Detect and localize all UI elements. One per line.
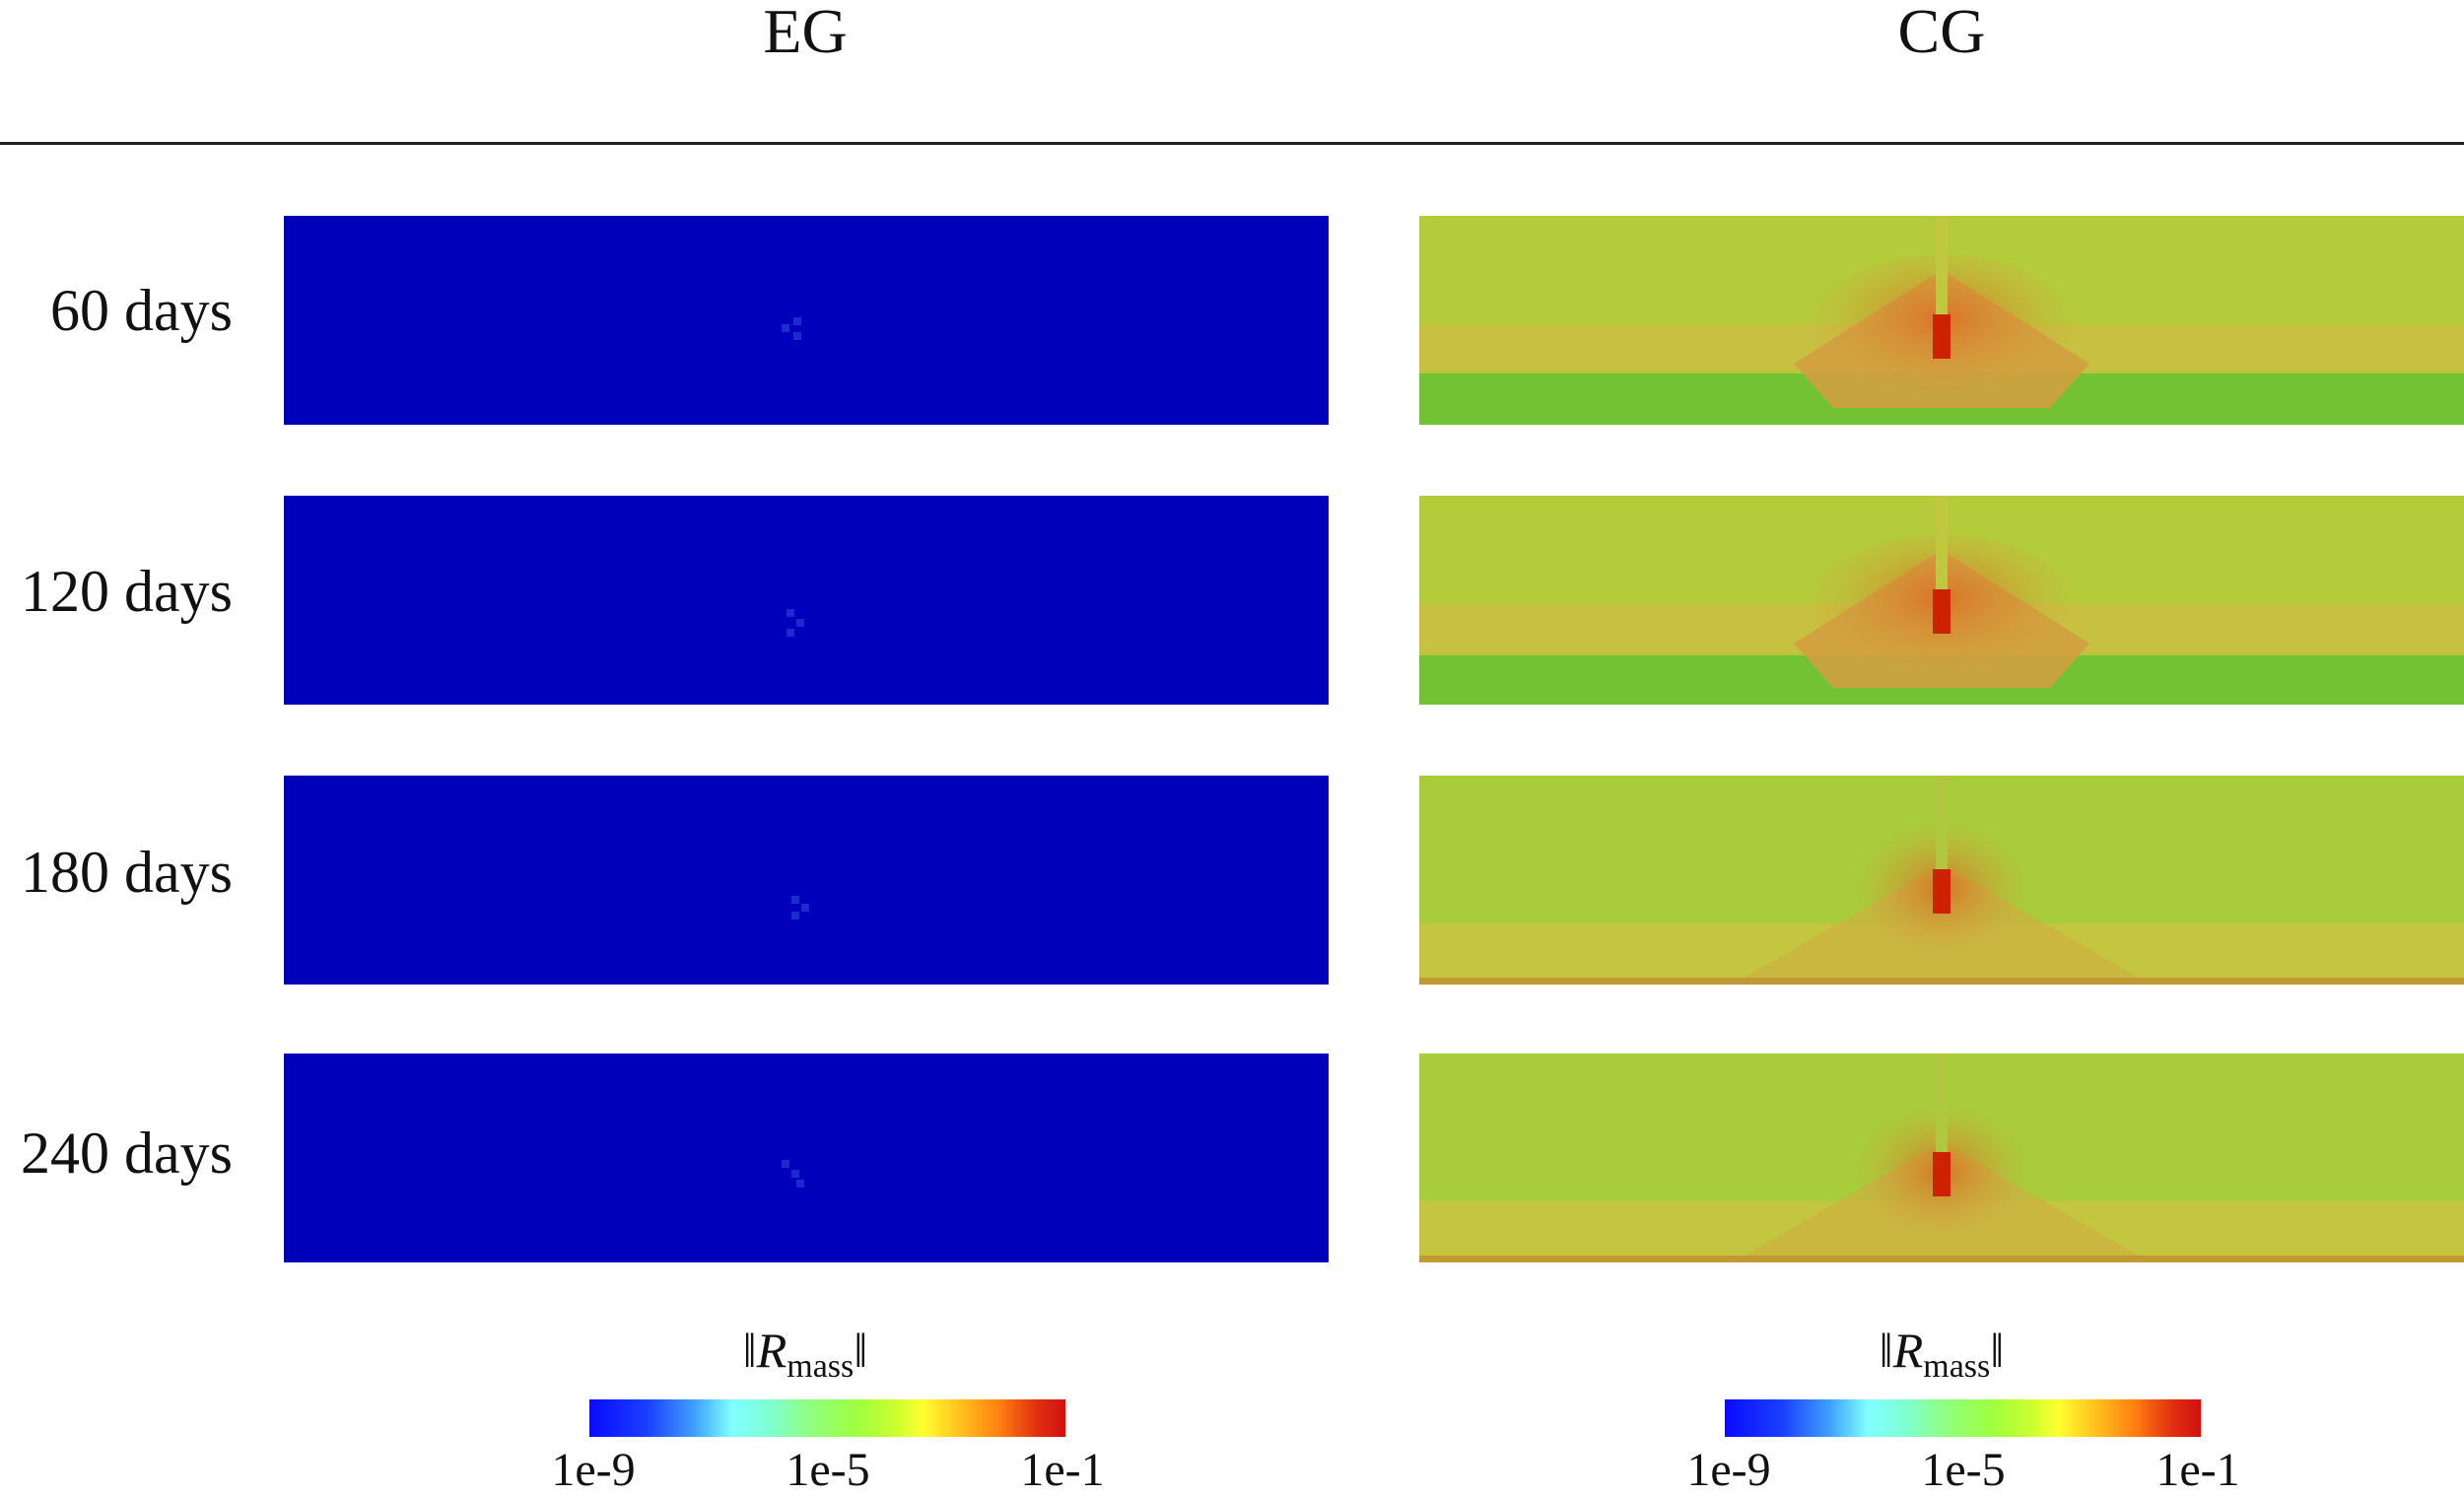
cg-panel-60-days — [1419, 216, 2464, 425]
colorbar-tick-max: 1e-1 — [1020, 1444, 1105, 1496]
eg-field-180-days — [791, 896, 809, 919]
colorbar-eg — [589, 1399, 1065, 1437]
colorbar-symbol: R — [756, 1323, 787, 1378]
row-label-180-days: 180 days — [21, 840, 233, 905]
eg-field-60-days — [782, 317, 801, 340]
eg-field-120-days — [787, 609, 804, 637]
row-label-120-days: 120 days — [21, 559, 233, 624]
eg-panel-60-days — [284, 216, 1329, 425]
colorbar-subscript: mass — [1923, 1348, 1991, 1385]
colorbar-cg — [1725, 1399, 2201, 1437]
cg-panel-120-days — [1419, 496, 2464, 705]
column-title-eg: EG — [763, 0, 848, 66]
row-label-240-days: 240 days — [21, 1121, 233, 1186]
header-divider — [0, 142, 2464, 145]
colorbar-symbol: R — [1892, 1323, 1924, 1378]
colorbar-tick-mid: 1e-5 — [1921, 1444, 2006, 1496]
colorbar-subscript: mass — [787, 1348, 855, 1385]
cg-field-180-days — [1419, 776, 2464, 985]
colorbar-tick-min: 1e-9 — [551, 1444, 636, 1496]
cg-panel-180-days — [1419, 776, 2464, 985]
colorbar-label-eg: ‖Rmass‖ — [742, 1323, 868, 1385]
eg-panel-240-days — [284, 1054, 1329, 1262]
cg-field-240-days — [1419, 1054, 2464, 1262]
colorbar-tick-max: 1e-1 — [2156, 1444, 2240, 1496]
colorbar-tick-min: 1e-9 — [1686, 1444, 1771, 1496]
colorbar-tick-mid: 1e-5 — [786, 1444, 870, 1496]
cg-panel-240-days — [1419, 1054, 2464, 1262]
row-label-60-days: 60 days — [50, 278, 233, 343]
colorbar-label-cg: ‖Rmass‖ — [1879, 1323, 2005, 1385]
eg-panel-120-days — [284, 496, 1329, 705]
cg-field-60-days — [1419, 216, 2464, 425]
column-title-cg: CG — [1897, 0, 1986, 66]
cg-field-120-days — [1419, 496, 2464, 705]
eg-panel-180-days — [284, 776, 1329, 985]
eg-field-240-days — [782, 1160, 804, 1188]
